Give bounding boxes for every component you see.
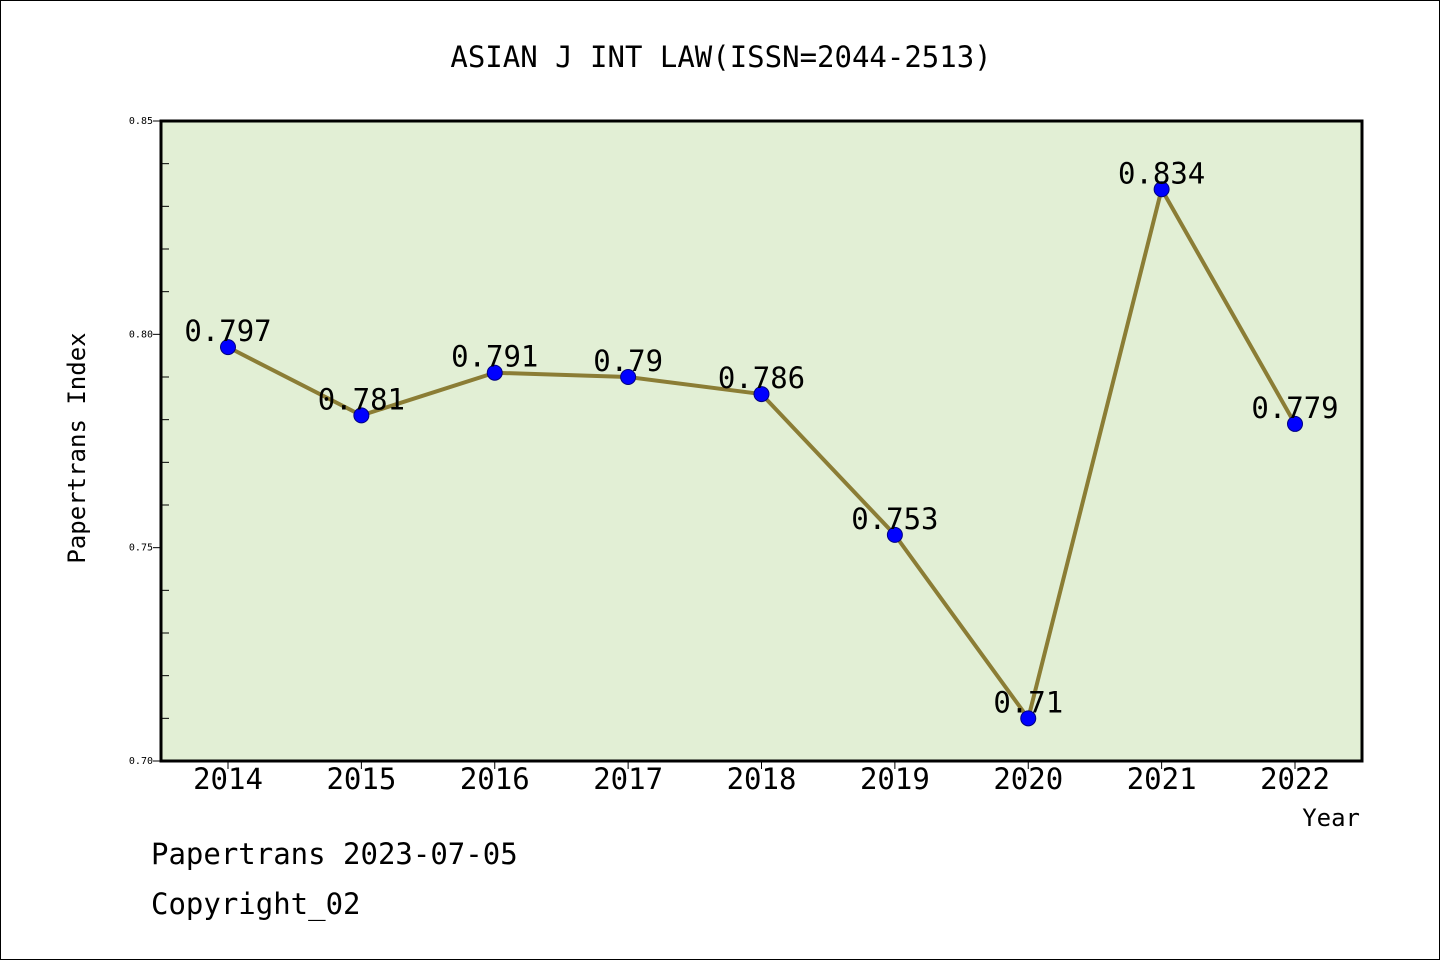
footer-copyright: Copyright_02 xyxy=(151,887,361,922)
data-point xyxy=(220,339,236,356)
data-labels: 0.797 0.781 0.791 0.79 0.786 0.753 0.71 0.834 0.… xyxy=(184,156,1338,719)
x-tick-label: 2014 xyxy=(193,762,263,796)
data-point xyxy=(1153,181,1170,198)
data-point xyxy=(753,386,770,403)
data-label: 0.779 xyxy=(1251,391,1338,425)
y-tick-label: 0.80 xyxy=(129,329,153,340)
data-label: 0.834 xyxy=(1118,156,1205,190)
x-tick-label: 2020 xyxy=(993,762,1063,796)
data-point xyxy=(1287,415,1303,432)
y-tick-label: 0.85 xyxy=(129,116,153,127)
x-ticks: 2014 2015 2016 2017 2018 2019 2020 2021 2022 xyxy=(193,761,1330,796)
data-point xyxy=(1020,710,1037,727)
data-label: 0.79 xyxy=(593,344,663,378)
x-tick-label: 2016 xyxy=(460,762,530,796)
x-axis-label: Year xyxy=(1302,804,1360,832)
footer-date: Papertrans 2023-07-05 xyxy=(151,837,518,871)
plot-area xyxy=(161,121,1362,761)
data-label: 0.791 xyxy=(451,340,538,374)
y-axis-label: Papertrans Index xyxy=(63,332,91,563)
data-point xyxy=(353,407,370,424)
x-tick-label: 2019 xyxy=(860,762,930,796)
data-label: 0.797 xyxy=(184,314,271,348)
x-tick-label: 2017 xyxy=(593,762,663,796)
data-point xyxy=(620,369,637,385)
data-label: 0.71 xyxy=(993,685,1063,719)
x-tick-label: 2022 xyxy=(1260,762,1330,796)
data-label: 0.781 xyxy=(318,382,405,416)
x-tick-label: 2015 xyxy=(326,762,396,796)
data-label: 0.786 xyxy=(718,361,805,395)
x-tick-label: 2021 xyxy=(1127,762,1197,796)
y-tick-label: 0.70 xyxy=(129,756,153,767)
y-tick-label: 0.75 xyxy=(129,543,153,554)
x-tick-label: 2018 xyxy=(727,762,797,796)
data-point xyxy=(886,526,903,543)
chart-title: ASIAN J INT LAW(ISSN=2044-2513) xyxy=(450,40,991,74)
data-series xyxy=(220,181,1303,727)
data-label: 0.753 xyxy=(851,502,938,536)
data-point xyxy=(486,364,503,381)
plot-border xyxy=(159,119,1364,763)
